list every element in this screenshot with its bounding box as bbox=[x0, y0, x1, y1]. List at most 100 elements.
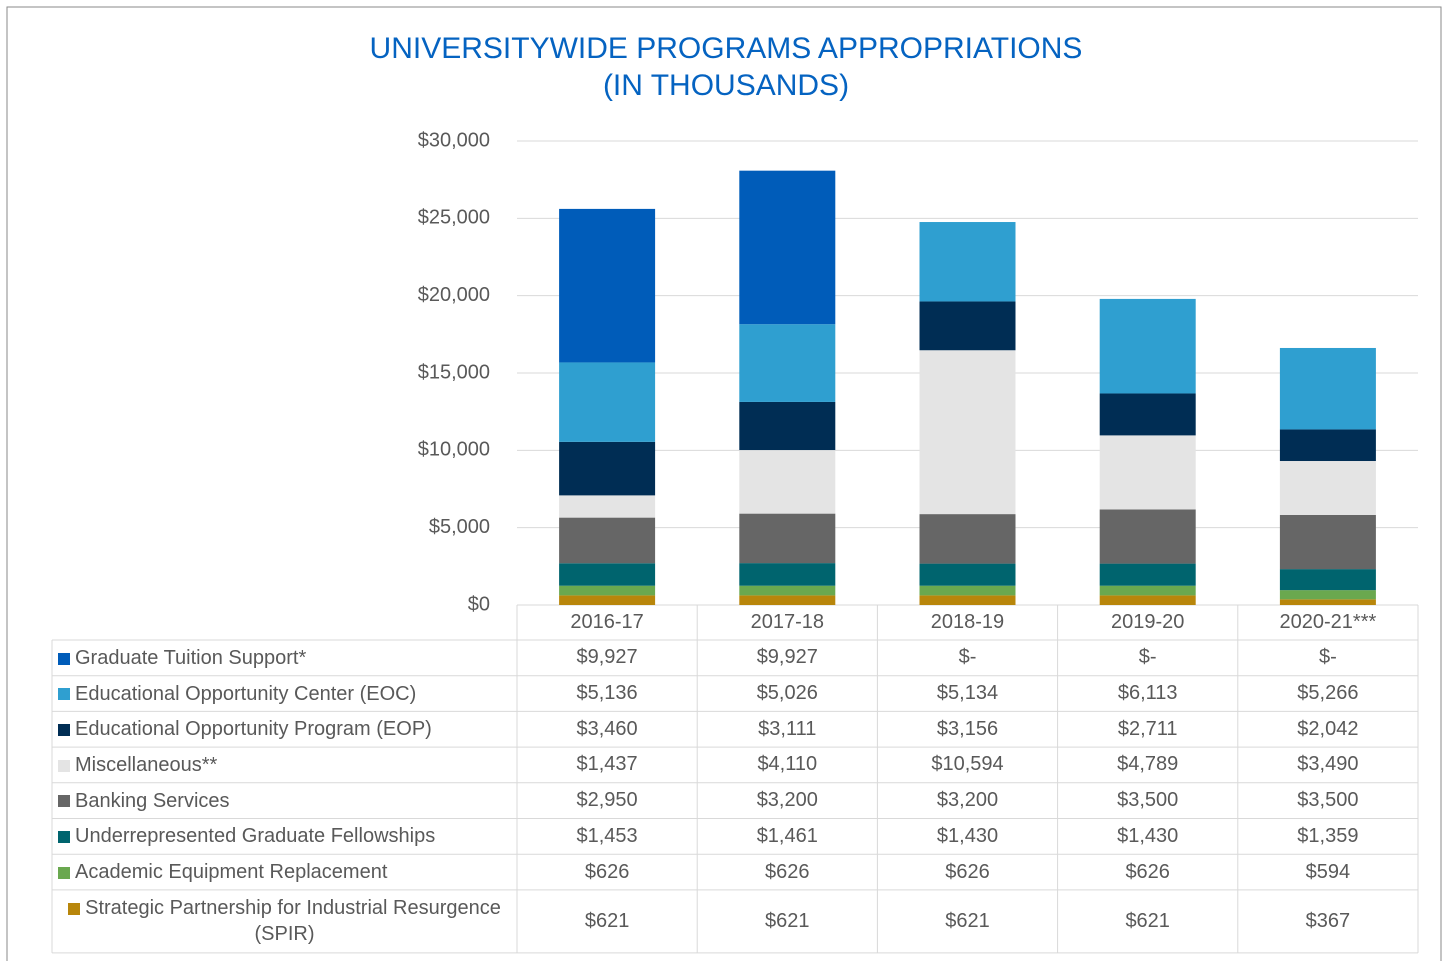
table-value: $2,950 bbox=[576, 789, 638, 812]
table-value: $5,266 bbox=[1297, 682, 1359, 705]
table-value: $2,042 bbox=[1297, 717, 1359, 740]
table-value: $3,500 bbox=[1117, 789, 1179, 812]
bar-segment bbox=[1279, 461, 1376, 515]
legend-item: Academic Equipment Replacement bbox=[58, 859, 387, 885]
table-value: $626 bbox=[584, 860, 630, 883]
legend-item: Educational Opportunity Center (EOC) bbox=[58, 681, 416, 707]
table-value: $3,460 bbox=[576, 717, 638, 740]
legend-item: Banking Services bbox=[58, 788, 230, 814]
y-tick-label: $10,000 bbox=[418, 439, 490, 461]
bar-segment bbox=[1279, 347, 1376, 430]
bar-segment bbox=[739, 585, 836, 596]
legend-item: Graduate Tuition Support* bbox=[58, 645, 306, 671]
legend-entry: Underrepresented Graduate Fellowships bbox=[52, 819, 517, 855]
table-value: $594 bbox=[1305, 860, 1351, 883]
legend-label: Educational Opportunity Center (EOC) bbox=[75, 682, 417, 705]
table-value: $367 bbox=[1305, 909, 1351, 932]
legend-swatch bbox=[58, 652, 70, 665]
y-tick-label: $25,000 bbox=[418, 207, 490, 229]
bar-segment bbox=[559, 495, 656, 518]
bar-segment bbox=[559, 208, 656, 363]
bar-segment bbox=[559, 517, 656, 564]
table-value: $6,113 bbox=[1117, 682, 1178, 705]
legend-label: Graduate Tuition Support* bbox=[75, 646, 307, 669]
bar-segment bbox=[919, 595, 1016, 605]
legend-entry: Strategic Partnership for Industrial Res… bbox=[52, 890, 517, 953]
bar-segment bbox=[1279, 590, 1376, 600]
legend-entry: Educational Opportunity Program (EOP) bbox=[52, 711, 517, 747]
table-value: $1,430 bbox=[1117, 824, 1179, 847]
bar-segment bbox=[1099, 298, 1196, 394]
bar-segment bbox=[1279, 514, 1376, 570]
table-value: $3,200 bbox=[756, 789, 818, 812]
bar-segment bbox=[559, 595, 656, 605]
table-value: $9,927 bbox=[576, 646, 638, 669]
chart-border bbox=[6, 6, 1442, 961]
table-value: $- bbox=[1318, 646, 1337, 669]
legend-label: Strategic Partnership for Industrial Res… bbox=[85, 897, 501, 946]
table-value: $1,453 bbox=[576, 824, 638, 847]
table-value: $1,359 bbox=[1297, 824, 1359, 847]
legend-swatch bbox=[58, 723, 70, 736]
table-value: $1,461 bbox=[756, 824, 818, 847]
bar-segment bbox=[739, 563, 836, 586]
bar-segment bbox=[739, 324, 836, 402]
legend-label: Educational Opportunity Program (EOP) bbox=[75, 718, 432, 741]
y-tick-label: $15,000 bbox=[418, 361, 490, 383]
x-tick-label: 2020-21*** bbox=[1279, 611, 1377, 633]
legend-item: Educational Opportunity Program (EOP) bbox=[58, 716, 432, 742]
legend-swatch bbox=[58, 759, 70, 772]
bar-segment bbox=[919, 350, 1016, 515]
legend-entry: Educational Opportunity Center (EOC) bbox=[52, 676, 517, 712]
y-tick-label: $20,000 bbox=[418, 284, 490, 306]
y-tick-label: $5,000 bbox=[429, 516, 490, 538]
bar-segment bbox=[1099, 563, 1196, 586]
bar-segment bbox=[1099, 509, 1196, 564]
x-tick-label: 2016-17 bbox=[570, 611, 644, 633]
bar-segment bbox=[739, 401, 836, 451]
bar-segment bbox=[1279, 599, 1376, 605]
chart-title: UNIVERSITYWIDE PROGRAMS APPROPRIATIONS (… bbox=[369, 32, 1083, 102]
legend-item: Miscellaneous** bbox=[58, 752, 217, 778]
y-tick-label: $0 bbox=[468, 593, 490, 615]
legend-item: Underrepresented Graduate Fellowships bbox=[58, 823, 435, 849]
legend-item: Strategic Partnership for Industrial Res… bbox=[58, 895, 511, 947]
bar-segment bbox=[1279, 569, 1376, 591]
x-tick-label: 2017-18 bbox=[750, 611, 824, 633]
table-value: $3,200 bbox=[936, 789, 999, 812]
table-value: $5,026 bbox=[756, 682, 818, 705]
bar-segment bbox=[919, 301, 1016, 351]
table-value: $3,490 bbox=[1297, 753, 1359, 776]
bar-segment bbox=[559, 441, 656, 496]
table-value: $10,594 bbox=[931, 753, 1004, 776]
table-value: $3,111 bbox=[758, 717, 817, 740]
table-value: $- bbox=[1138, 646, 1157, 669]
table-value: $3,156 bbox=[936, 717, 999, 740]
table-value: $4,789 bbox=[1117, 753, 1179, 776]
table-value: $621 bbox=[765, 909, 810, 932]
bar-segment bbox=[739, 513, 836, 564]
table-value: $621 bbox=[584, 909, 630, 932]
x-tick-label: 2018-19 bbox=[930, 611, 1005, 633]
bar-segment bbox=[919, 585, 1016, 596]
legend-label: Banking Services bbox=[75, 789, 230, 812]
legend-swatch bbox=[58, 688, 70, 701]
table-value: $3,500 bbox=[1297, 789, 1359, 812]
legend-label: Underrepresented Graduate Fellowships bbox=[75, 825, 436, 848]
bar-segment bbox=[919, 563, 1016, 586]
legend-swatch bbox=[58, 831, 70, 844]
bar-segment bbox=[739, 450, 836, 514]
bar-segment bbox=[1099, 435, 1196, 510]
bar-segment bbox=[1099, 393, 1196, 436]
bar-segment bbox=[739, 170, 836, 325]
table-value: $1,437 bbox=[576, 753, 638, 776]
legend-swatch bbox=[58, 866, 70, 879]
table-value: $9,927 bbox=[756, 646, 818, 669]
table-value: $626 bbox=[1125, 860, 1170, 883]
legend-entry: Banking Services bbox=[52, 783, 517, 819]
bar-segment bbox=[1099, 595, 1196, 605]
table-value: $4,110 bbox=[757, 753, 818, 776]
legend-entry: Miscellaneous** bbox=[52, 747, 517, 783]
